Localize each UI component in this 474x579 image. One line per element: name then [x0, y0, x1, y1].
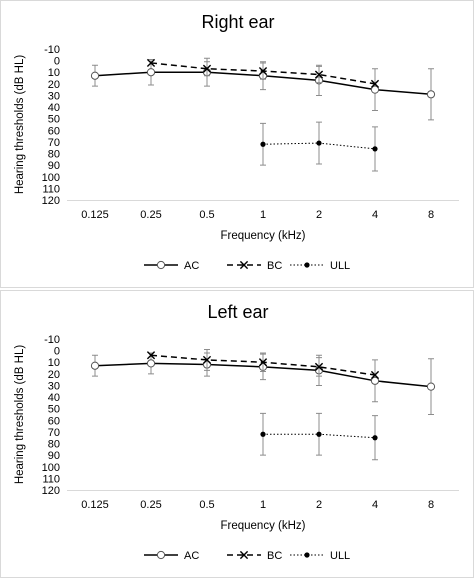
data-point-ull [372, 146, 378, 152]
y-tick-label: 60 [48, 415, 60, 427]
data-point-ull [260, 141, 266, 147]
data-point-ull [372, 435, 378, 441]
x-tick-label: 1 [260, 209, 266, 221]
y-axis-label: Hearing thresholds (dB HL) [14, 55, 26, 195]
y-tick-label: 120 [42, 485, 60, 497]
data-point-bc [146, 58, 156, 68]
x-tick-label: 1 [260, 499, 266, 511]
data-point-ac [146, 359, 156, 368]
y-tick-label: 100 [42, 172, 60, 184]
legend-marker-ull [304, 552, 310, 558]
series-ull [260, 412, 378, 461]
data-point-bc [258, 358, 268, 367]
legend-label-bc: BC [267, 550, 282, 562]
y-tick-label: 80 [48, 149, 60, 161]
y-tick-label: 30 [48, 380, 60, 392]
series-bc [146, 58, 380, 88]
x-tick-label: 8 [428, 209, 434, 221]
x-tick-label: 4 [372, 499, 378, 511]
legend-label-bc: BC [267, 260, 282, 272]
x-axis-label: Frequency (kHz) [221, 520, 306, 532]
x-tick-label: 2 [316, 499, 322, 511]
data-point-bc [314, 70, 324, 79]
x-tick-label: 2 [316, 209, 322, 221]
legend: AC BC ULL [144, 550, 350, 562]
x-tick-label: 0.5 [199, 209, 214, 221]
x-tick-label: 0.125 [81, 209, 109, 221]
x-tick-label: 0.5 [199, 499, 214, 511]
x-tick-label: 4 [372, 209, 378, 221]
legend-label-ac: AC [184, 550, 199, 562]
data-point-bc [258, 66, 268, 76]
y-tick-label: 80 [48, 439, 60, 451]
y-tick-label: 10 [48, 67, 60, 79]
y-tick-label: 70 [48, 427, 60, 439]
series-line-ull [263, 433, 376, 439]
data-point-ull [260, 431, 266, 437]
data-point-ac [426, 90, 436, 99]
y-tick-label: 110 [42, 473, 60, 485]
series-bc [146, 348, 380, 380]
y-tick-label: 90 [48, 160, 60, 172]
legend-label-ull: ULL [330, 550, 350, 562]
series-ac [90, 57, 436, 121]
legend: AC BC ULL [144, 260, 350, 272]
chart-title: Right ear [201, 12, 274, 32]
y-tick-label: 20 [48, 79, 60, 91]
series-ull [260, 121, 378, 172]
data-point-bc [370, 79, 380, 88]
data-point-bc [146, 351, 156, 360]
x-tick-label: 0.25 [140, 499, 161, 511]
x-axis-label: Frequency (kHz) [221, 230, 306, 242]
y-tick-label: 120 [42, 195, 60, 207]
legend-label-ac: AC [184, 260, 199, 272]
legend-label-ull: ULL [330, 260, 350, 272]
y-tick-label: 0 [54, 56, 60, 68]
y-tick-label: 50 [48, 114, 60, 126]
y-tick-label: 100 [42, 462, 60, 474]
y-tick-label: 70 [48, 137, 60, 149]
data-point-bc [314, 362, 324, 371]
data-point-ac [426, 382, 436, 391]
legend-marker-ac [156, 260, 166, 270]
data-point-ac [146, 68, 156, 77]
legend-marker-bc [239, 550, 249, 560]
y-tick-label: 60 [48, 125, 60, 137]
data-point-ac [370, 376, 380, 385]
data-point-ac [90, 71, 100, 80]
x-tick-label: 8 [428, 499, 434, 511]
y-tick-label: -10 [44, 44, 60, 56]
right-ear-chart: Right ear-100102030405060708090100110120… [14, 12, 459, 272]
data-point-ull [316, 140, 322, 146]
data-point-ull [316, 431, 322, 437]
y-axis-label: Hearing thresholds (dB HL) [14, 345, 26, 485]
x-tick-label: 0.125 [81, 499, 109, 511]
left-ear-panel: Left ear -10 0 10 20 30 40 50 60 70 80 90 100 110 120 0… [0, 290, 474, 578]
y-tick-label: 40 [48, 392, 60, 404]
legend-marker-ac [156, 550, 166, 560]
data-point-bc [370, 370, 380, 380]
legend-marker-bc [239, 260, 249, 270]
legend-marker-ull [304, 262, 310, 268]
y-tick-label: 0 [54, 346, 60, 358]
y-tick-label: 110 [42, 183, 60, 195]
data-point-ac [370, 85, 380, 94]
y-tick-label: 40 [48, 102, 60, 114]
data-point-bc [202, 64, 212, 73]
y-tick-label: 20 [48, 369, 60, 381]
right-ear-panel: Right ear -10 0 10 20 30 40 50 60 70 80 90 100 110 120… [0, 0, 474, 288]
chart-title: Left ear [207, 302, 268, 322]
y-tick-label: -10 [44, 334, 60, 346]
data-point-bc [202, 355, 212, 365]
y-tick-label: 90 [48, 450, 60, 462]
y-tick-label: 30 [48, 90, 60, 102]
y-tick-label: 10 [48, 357, 60, 369]
x-tick-label: 0.25 [140, 209, 161, 221]
y-tick-label: 50 [48, 404, 60, 416]
data-point-ac [90, 361, 100, 370]
